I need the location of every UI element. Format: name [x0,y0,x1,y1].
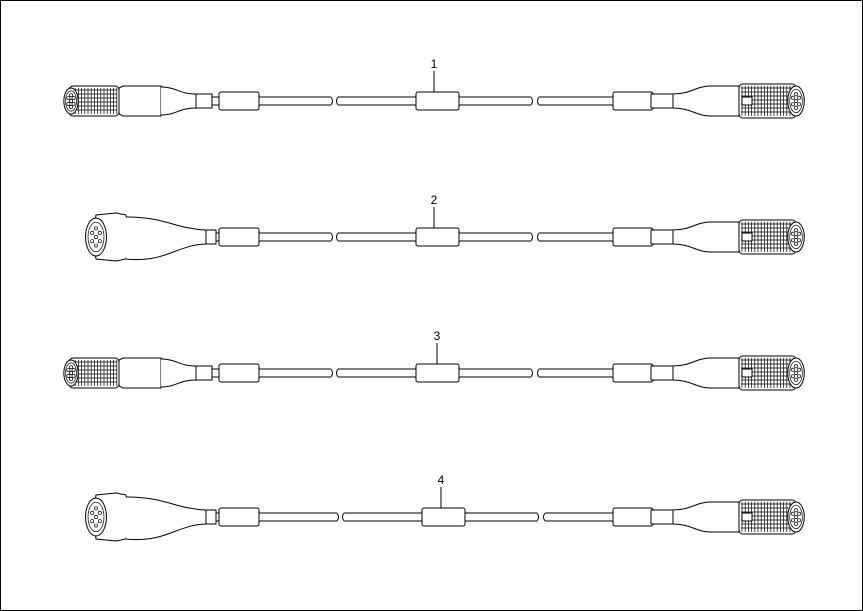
break-mark [336,232,339,242]
cable-run [212,227,654,247]
cable-assembly-3: 3 [63,329,805,391]
connector-pin-face [787,221,805,253]
left-connector-panel-socket [85,492,217,542]
break-mark [530,368,533,378]
break-mark [543,512,546,522]
break-mark [537,96,540,106]
item-number-label: 4 [438,473,445,487]
socket-pin-face [85,217,107,257]
cable-assembly-1: 1 [63,57,805,119]
right-connector-plug [650,499,805,535]
break-mark [336,368,339,378]
socket-pin-face [85,497,107,537]
item-number-label: 3 [434,329,441,343]
left-connector-plug [63,357,213,389]
knurled-coupling-nut [738,219,797,255]
connector-pin-face [787,85,805,117]
cable-run [212,363,654,383]
break-mark [537,368,540,378]
connector-pin-face [63,87,79,115]
cable-marker-sleeve [612,227,654,247]
right-connector-plug [650,83,805,119]
break-mark [530,96,533,106]
break-mark [336,512,339,522]
item-number-label: 1 [431,57,438,71]
break-mark [336,96,339,106]
cable-marker-sleeve [415,227,460,247]
cable-marker-sleeve [218,507,260,527]
right-connector-plug [650,355,805,391]
cable-assembly-4: 4 [85,473,805,542]
cable-run [212,507,654,527]
right-connector-plug [650,219,805,255]
cable-marker-sleeve [415,363,460,383]
cable-assembly-2: 2 [85,193,805,262]
cable-marker-sleeve [218,91,260,111]
connector-pin-face [787,501,805,533]
break-mark [537,232,540,242]
cable-run [212,91,654,111]
break-mark [536,512,539,522]
cable-marker-sleeve [218,227,260,247]
left-connector-panel-socket [85,212,217,262]
cable-marker-sleeve [612,91,654,111]
left-connector-plug [63,85,213,117]
cable-marker-sleeve [612,363,654,383]
connector-pin-face [787,357,805,389]
cable-marker-sleeve [612,507,654,527]
item-number-label: 2 [431,193,438,207]
cable-marker-sleeve [421,507,466,527]
break-mark [530,232,533,242]
break-mark [330,96,333,106]
break-mark [330,232,333,242]
cable-marker-sleeve [218,363,260,383]
break-mark [342,512,345,522]
cable-marker-sleeve [415,91,460,111]
connector-pin-face [63,359,79,387]
break-mark [330,368,333,378]
